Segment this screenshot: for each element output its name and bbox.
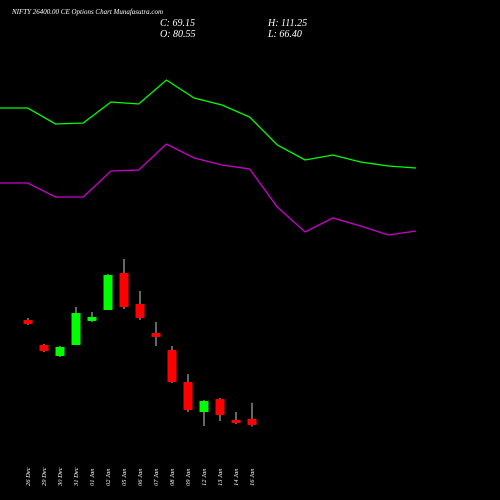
x-tick-label: 30 Dec	[57, 467, 64, 487]
indicator-line	[0, 143, 417, 236]
indicator-line	[0, 79, 417, 169]
chart-title: NIFTY 26400.00 CE Options Chart Munafasu…	[11, 8, 163, 16]
x-tick-label: 09 Jan	[185, 468, 192, 486]
info-low: L: 66.40	[267, 29, 302, 40]
x-tick-label: 26 Dec	[25, 467, 32, 486]
candle-body	[87, 316, 97, 321]
x-tick-label: 01 Jan	[89, 468, 96, 486]
candle-body	[151, 332, 161, 337]
candle-body	[199, 400, 209, 413]
x-tick-label: 12 Jan	[201, 468, 208, 486]
candle-body	[55, 346, 65, 356]
candle-body	[39, 344, 49, 351]
candle-body	[167, 350, 177, 383]
x-tick-label: 29 Dec	[41, 467, 48, 486]
candle-body	[231, 419, 241, 423]
x-tick-label: 31 Dec	[73, 467, 80, 487]
candle-body	[215, 399, 225, 415]
x-tick-label: 06 Jan	[137, 468, 144, 486]
x-tick-label: 08 Jan	[169, 468, 176, 486]
info-open: O: 80.55	[160, 29, 196, 40]
candle-body	[119, 273, 129, 307]
info-close: C: 69.15	[160, 18, 195, 29]
candle-body	[183, 382, 193, 411]
x-tick-label: 02 Jan	[105, 468, 112, 486]
x-tick-label: 13 Jan	[217, 468, 224, 486]
candle-body	[23, 320, 33, 325]
x-tick-label: 05 Jan	[121, 468, 128, 486]
candle-body	[247, 419, 257, 425]
x-tick-label: 07 Jan	[153, 468, 160, 486]
candle-body	[103, 274, 113, 310]
x-tick-label: 14 Jan	[233, 468, 240, 486]
x-tick-label: 16 Jan	[249, 468, 256, 486]
info-high: H: 111.25	[267, 18, 307, 29]
candle-body	[71, 312, 81, 345]
candle-body	[135, 304, 145, 318]
